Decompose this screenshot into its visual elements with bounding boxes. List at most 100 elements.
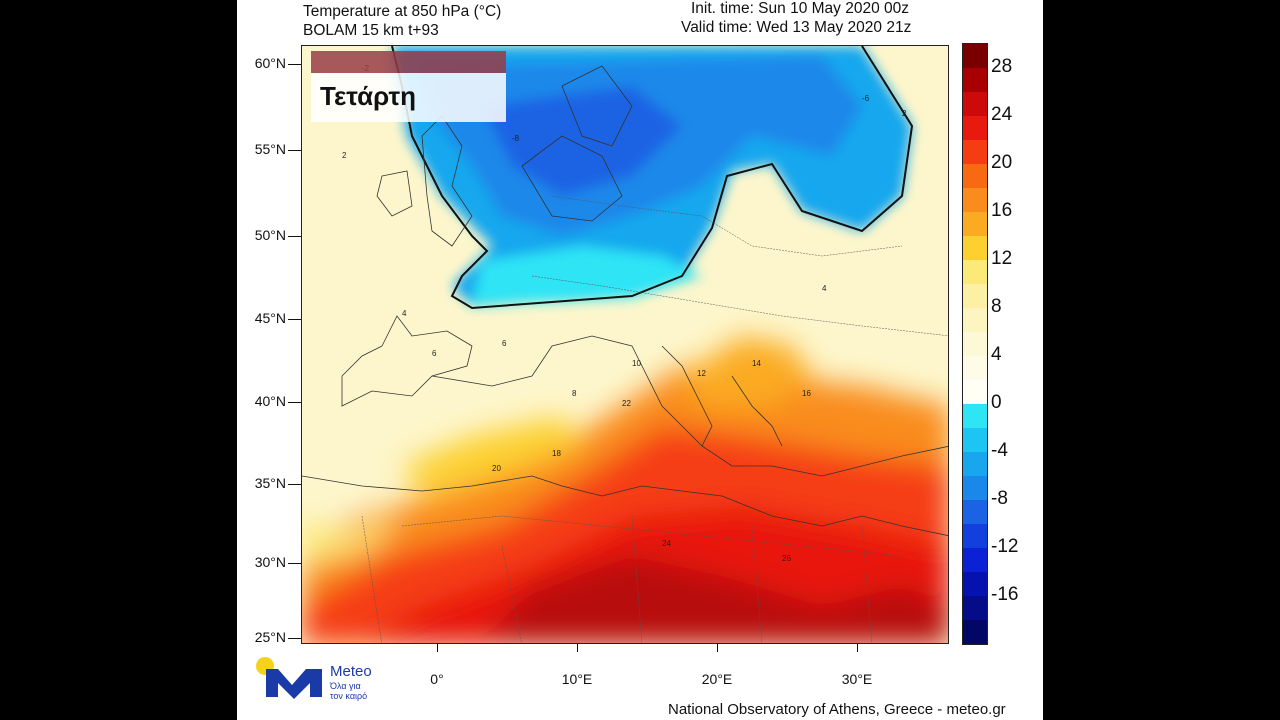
colorbar-segment — [963, 236, 987, 261]
colorbar-segment — [963, 548, 987, 573]
colorbar-label: -12 — [991, 536, 1019, 557]
cold-air-field — [392, 46, 912, 306]
day-label-box: Τετάρτη — [311, 51, 506, 122]
day-label: Τετάρτη — [320, 81, 417, 111]
meteo-logo: Meteo Όλα για τον καιρό — [254, 655, 384, 705]
colorbar-segment — [963, 500, 987, 525]
colorbar-segment — [963, 380, 987, 405]
latitude-label: 35°N — [254, 475, 286, 491]
contour-label: 2 — [342, 151, 347, 160]
latitude-tick — [288, 402, 301, 403]
latitude-label: 55°N — [254, 141, 286, 157]
contour-label: 26 — [782, 554, 791, 563]
latitude-tick — [288, 484, 301, 485]
latitude-tick — [288, 150, 301, 151]
latitude-label: 45°N — [254, 310, 286, 326]
longitude-label: 30°E — [841, 671, 873, 687]
contour-label: 6 — [432, 349, 437, 358]
colorbar-segment — [963, 116, 987, 141]
contour-label: 20 — [492, 464, 501, 473]
longitude-tick — [577, 644, 578, 652]
contour-label: 2 — [902, 109, 907, 118]
colorbar-label: 4 — [991, 344, 1002, 365]
colorbar-segment — [963, 188, 987, 213]
colorbar-label: -16 — [991, 584, 1019, 605]
colorbar-label: 12 — [991, 248, 1013, 269]
colorbar-segment — [963, 332, 987, 357]
colorbar-segment — [963, 92, 987, 117]
longitude-label: 0° — [430, 671, 444, 687]
longitude-tick — [717, 644, 718, 652]
colorbar-segment — [963, 404, 987, 429]
colorbar-segment — [963, 164, 987, 189]
colorbar-segment — [963, 68, 987, 93]
contour-label: 4 — [402, 309, 407, 318]
colorbar-segment — [963, 452, 987, 477]
latitude-tick — [288, 638, 301, 639]
meteo-logo-mark — [256, 657, 322, 699]
colorbar-segment — [963, 284, 987, 309]
latitude-label: 60°N — [254, 55, 286, 71]
footer-credit: National Observatory of Athens, Greece -… — [668, 701, 1006, 718]
temperature-field — [302, 336, 948, 643]
chart-title: Temperature at 850 hPa (°C) — [303, 3, 502, 20]
contour-label: -6 — [862, 94, 870, 103]
longitude-tick — [437, 644, 438, 652]
contour-label: 24 — [662, 539, 671, 548]
contour-label: 8 — [572, 389, 577, 398]
longitude-label: 10°E — [561, 671, 593, 687]
longitude-tick — [857, 644, 858, 652]
latitude-tick — [288, 563, 301, 564]
latitude-label: 30°N — [254, 554, 286, 570]
contour-label: 16 — [802, 389, 811, 398]
colorbar-label: 0 — [991, 392, 1002, 413]
colorbar — [962, 43, 988, 645]
colorbar-segment — [963, 476, 987, 501]
contour-label: 4 — [822, 284, 827, 293]
contour-label: 10 — [632, 359, 641, 368]
latitude-tick — [288, 236, 301, 237]
contour-label: 6 — [502, 339, 507, 348]
contour-label: 22 — [622, 399, 631, 408]
logo-tagline-1: Όλα για — [330, 681, 361, 691]
latitude-tick — [288, 319, 301, 320]
colorbar-segment — [963, 572, 987, 597]
latitude-label: 40°N — [254, 393, 286, 409]
colorbar-segment — [963, 428, 987, 453]
latitude-label: 25°N — [254, 629, 286, 645]
colorbar-segment — [963, 308, 987, 333]
latitude-tick — [288, 64, 301, 65]
borders — [361, 195, 948, 643]
colorbar-segment — [963, 212, 987, 237]
day-label-backdrop — [311, 73, 506, 122]
colorbar-label: -8 — [991, 488, 1008, 509]
colorbar-segment — [963, 524, 987, 549]
logo-tagline-2: τον καιρό — [330, 691, 368, 701]
zero-isotherm — [391, 46, 914, 310]
logo-brand: Meteo — [330, 663, 372, 680]
colorbar-label: 20 — [991, 152, 1013, 173]
coastlines — [302, 65, 948, 536]
colorbar-label: 16 — [991, 200, 1013, 221]
model-info: BOLAM 15 km t+93 — [303, 22, 439, 39]
contour-label: -8 — [512, 134, 520, 143]
colorbar-segment — [963, 596, 987, 621]
colorbar-label: 8 — [991, 296, 1002, 317]
contour-label: 18 — [552, 449, 561, 458]
colorbar-segment — [963, 620, 987, 644]
logo-tagline: Όλα για τον καιρό — [330, 681, 367, 701]
colorbar-segment — [963, 260, 987, 285]
valid-time: Valid time: Wed 13 May 2020 21z — [681, 19, 912, 36]
longitude-label: 20°E — [701, 671, 733, 687]
colorbar-segment — [963, 140, 987, 165]
init-time: Init. time: Sun 10 May 2020 00z — [691, 0, 909, 17]
latitude-label: 50°N — [254, 227, 286, 243]
day-label-band — [311, 51, 506, 73]
colorbar-segment — [963, 44, 987, 69]
m-logo-icon — [266, 669, 322, 699]
colorbar-label: -4 — [991, 440, 1008, 461]
contour-label: 12 — [697, 369, 706, 378]
contour-label: 14 — [752, 359, 761, 368]
